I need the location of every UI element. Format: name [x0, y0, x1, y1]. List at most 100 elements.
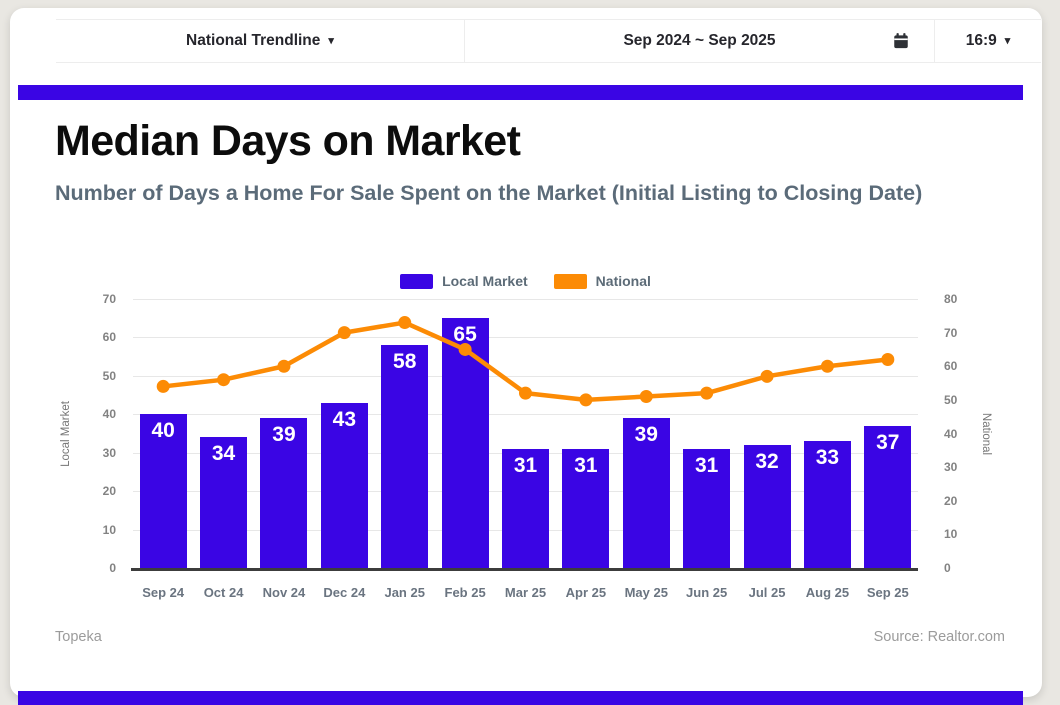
local-market-bar: 37: [864, 425, 912, 568]
left-axis-tick: 40: [102, 407, 116, 422]
gridline: [133, 375, 918, 377]
left-axis-tick: 70: [102, 292, 116, 306]
local-market-bar: 34: [200, 437, 248, 568]
x-axis-label: Oct 24: [203, 585, 244, 600]
gridline: [133, 299, 918, 300]
x-axis-label: Feb 25: [444, 585, 486, 600]
x-axis-label: Nov 24: [262, 585, 306, 600]
left-axis-tick: 20: [102, 484, 116, 499]
line-point: [700, 386, 714, 400]
left-axis-tick: 30: [102, 445, 116, 460]
bottom-accent-bar: [18, 691, 1023, 705]
right-axis-tick: 40: [944, 426, 958, 441]
toolbar: National Trendline ▾ Sep 2024 ~ Sep 2025…: [56, 19, 1041, 63]
bar-value-label: 34: [211, 442, 236, 466]
calendar-icon: [894, 33, 908, 49]
local-market-bar: 40: [139, 414, 187, 568]
left-axis-tick: 50: [102, 368, 116, 383]
line-point: [820, 359, 834, 373]
x-axis-label: Mar 25: [504, 585, 547, 600]
bar-value-label: 43: [332, 407, 357, 431]
caret-down-icon: ▾: [328, 34, 334, 47]
line-point: [277, 359, 291, 373]
right-axis-tick: 20: [944, 493, 958, 508]
local-market-bar: 31: [562, 448, 610, 568]
left-axis-title: Local Market: [60, 401, 72, 467]
legend-item-local-market: Local Market: [400, 273, 528, 289]
right-axis-tick: 50: [944, 392, 958, 407]
x-axis-label: Dec 24: [323, 585, 366, 600]
bar-value-label: 39: [634, 423, 658, 447]
left-axis-tick: 10: [102, 522, 116, 537]
bar-value-label: 33: [815, 446, 840, 470]
right-axis-tick: 70: [944, 325, 958, 340]
bar-value-label: 40: [151, 419, 175, 443]
aspect-ratio-label: 16:9: [965, 32, 997, 49]
legend-swatch-national: [553, 273, 587, 289]
right-axis-tick: 30: [944, 460, 958, 475]
local-market-bar: 39: [622, 418, 670, 568]
line-point: [760, 369, 774, 383]
legend-swatch-local: [400, 273, 434, 289]
local-market-bar: 33: [803, 441, 851, 568]
left-axis-tick: 0: [109, 561, 116, 575]
local-market-bar: 31: [502, 448, 549, 568]
date-range-picker[interactable]: Sep 2024 ~ Sep 2025: [464, 20, 934, 62]
right-axis-title: National: [980, 412, 992, 456]
right-axis-tick: 0: [944, 561, 951, 575]
bar-value-label: 58: [393, 350, 417, 374]
x-axis-label: Jan 25: [384, 585, 425, 600]
caret-down-icon: ▾: [1004, 34, 1011, 47]
trendline-dropdown-label: National Trendline: [186, 32, 321, 49]
top-accent-bar: [18, 85, 1023, 100]
x-axis-label: Apr 25: [565, 585, 607, 600]
bar-value-label: 32: [755, 450, 779, 474]
chart-card: [10, 8, 1042, 697]
national-trendline: [156, 316, 895, 407]
aspect-ratio-dropdown[interactable]: 16:9 ▾: [934, 20, 1041, 62]
local-market-bar: 31: [683, 448, 731, 568]
page-subtitle: Number of Days a Home For Sale Spent on …: [55, 181, 923, 205]
x-axis-line: [131, 568, 918, 571]
left-axis-tick: 60: [102, 330, 116, 345]
legend-item-national: National: [553, 273, 651, 289]
source-label: Source: Realtor.com: [873, 629, 1005, 645]
x-axis-label: Sep 25: [866, 585, 909, 600]
right-axis-tick: 60: [944, 359, 958, 374]
local-market-bar: 32: [743, 445, 791, 568]
x-axis-label: Sep 24: [142, 585, 185, 600]
local-market-bar: 58: [381, 345, 429, 568]
bar-value-label: 37: [876, 430, 900, 454]
line-point: [881, 353, 895, 367]
location-label: Topeka: [55, 629, 102, 645]
line-point: [156, 379, 170, 393]
bar-value-label: 31: [694, 453, 719, 477]
x-axis-label: Jul 25: [748, 585, 786, 600]
line-point: [579, 393, 593, 407]
gridline: [133, 337, 918, 339]
x-axis-label: Jun 25: [686, 585, 728, 600]
bar-value-label: 65: [453, 323, 477, 347]
bar-value-label: 31: [513, 453, 538, 477]
line-point: [519, 386, 532, 400]
line-point: [337, 326, 351, 340]
line-point: [639, 390, 653, 404]
chart-legend: Local Market National: [133, 273, 918, 289]
trendline-dropdown[interactable]: National Trendline ▾: [56, 20, 464, 62]
line-point: [458, 342, 472, 356]
bar-value-label: 31: [574, 453, 598, 477]
line-point: [398, 316, 412, 330]
bar-value-label: 39: [272, 423, 296, 447]
x-axis-label: May 25: [624, 585, 668, 600]
date-range-label: Sep 2024 ~ Sep 2025: [623, 32, 776, 49]
right-axis-tick: 80: [944, 292, 958, 306]
local-market-bar: 39: [260, 418, 308, 568]
legend-label-national: National: [595, 273, 651, 289]
legend-label-local: Local Market: [442, 273, 528, 289]
x-axis-label: Aug 25: [805, 585, 850, 600]
line-point: [217, 373, 231, 387]
local-market-bar: 43: [320, 402, 368, 568]
page-title: Median Days on Market: [55, 117, 521, 165]
